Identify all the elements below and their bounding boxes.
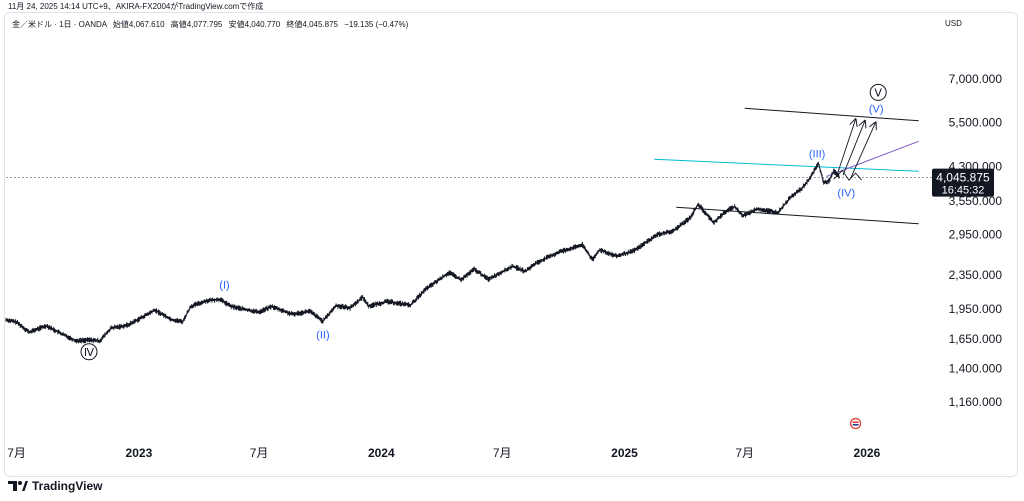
wave-label-circle <box>869 83 887 101</box>
time-tick-label: 7月 <box>735 446 754 460</box>
open-value: 4,067.610 <box>128 20 165 29</box>
time-tick-label: 7月 <box>250 446 269 460</box>
price-tick-label: 1,400.000 <box>949 361 1003 375</box>
high-value: 4,077.795 <box>186 20 223 29</box>
currency-label[interactable]: USD <box>945 19 962 28</box>
time-tick-label: 2023 <box>126 446 153 460</box>
countdown-timer: 16:45:32 <box>942 185 985 197</box>
price-tick-label: 3,550.000 <box>949 194 1003 208</box>
wave-label[interactable]: Ⅴ <box>874 87 882 99</box>
price-axis[interactable]: 7,000.0005,500.0004,300.0003,550.0002,95… <box>949 72 1003 409</box>
price-line[interactable] <box>5 161 841 342</box>
last-price-value: 4,045.875 <box>936 171 990 185</box>
price-tick-label: 7,000.000 <box>949 72 1003 86</box>
price-tick-label: 2,350.000 <box>949 268 1003 282</box>
close-label: 終値 <box>286 20 303 29</box>
wave-label-circle <box>80 343 98 361</box>
price-tick-label: 5,500.000 <box>949 115 1003 129</box>
time-tick-label: 7月 <box>493 446 512 460</box>
flag-stripe <box>852 421 859 423</box>
low-value: 4,040.770 <box>244 20 281 29</box>
wave-label[interactable]: Ⅳ <box>84 347 95 359</box>
low-label: 安値 <box>228 20 245 29</box>
upper-channel[interactable] <box>744 107 919 122</box>
purple-line[interactable] <box>826 140 919 177</box>
projection-group <box>833 119 876 181</box>
price-candles[interactable] <box>5 161 840 344</box>
cyan-line[interactable] <box>654 158 919 172</box>
tradingview-logo-text: TradingView <box>32 479 103 493</box>
time-axis[interactable]: 7月 2023 7月 2024 7月 2025 7月 2026 <box>7 446 880 460</box>
time-tick-label: 7月 <box>7 446 26 460</box>
wave-label[interactable]: (III) <box>809 149 826 161</box>
price-tick-label: 1,950.000 <box>949 302 1003 316</box>
price-badge-bg <box>932 168 994 197</box>
tradingview-logo-icon <box>8 481 28 491</box>
wave-label-group: (I) (II) (III) (IV) (V) Ⅳ Ⅴ <box>80 83 887 361</box>
change-value: −19.135 (−0.47%) <box>344 20 409 29</box>
wave-label[interactable]: (V) <box>869 103 884 115</box>
footer: TradingView <box>8 477 102 495</box>
close-value: 4,045.875 <box>302 20 338 29</box>
time-tick-label: 2024 <box>368 446 395 460</box>
trend-line-group <box>654 107 919 225</box>
projection-arrow[interactable] <box>835 119 855 178</box>
price-tick-label: 1,650.000 <box>949 332 1003 346</box>
open-label: 始値 <box>112 20 129 29</box>
time-tick-label: 2025 <box>611 446 638 460</box>
chart-frame <box>4 12 1018 477</box>
time-tick-label: 2026 <box>854 446 881 460</box>
price-tick-label: 2,950.000 <box>949 227 1003 241</box>
event-marker-group <box>849 417 862 430</box>
symbol-info: 金／米ドル · 1日 · OANDA 始値4,067.610 高値4,077.7… <box>12 19 408 30</box>
price-series-group <box>5 161 841 344</box>
projected-path[interactable] <box>833 169 862 181</box>
high-label: 高値 <box>170 20 187 29</box>
snapshot-header: 11月 24, 2025 14:14 UTC+9、AKIRA-FX2004がTr… <box>8 2 264 11</box>
symbol-name[interactable]: 金／米ドル · 1日 · OANDA <box>12 20 107 29</box>
lower-channel[interactable] <box>676 206 919 225</box>
economic-event-flag-icon[interactable] <box>849 417 862 430</box>
projection-arrow[interactable] <box>842 121 865 176</box>
flag-stripe <box>852 424 859 426</box>
projection-arrow[interactable] <box>850 122 876 178</box>
wave-label[interactable]: (IV) <box>837 188 855 200</box>
price-tick-label: 1,160.000 <box>949 395 1003 409</box>
wave-label[interactable]: (II) <box>316 330 329 342</box>
wave-label[interactable]: (I) <box>219 280 229 292</box>
